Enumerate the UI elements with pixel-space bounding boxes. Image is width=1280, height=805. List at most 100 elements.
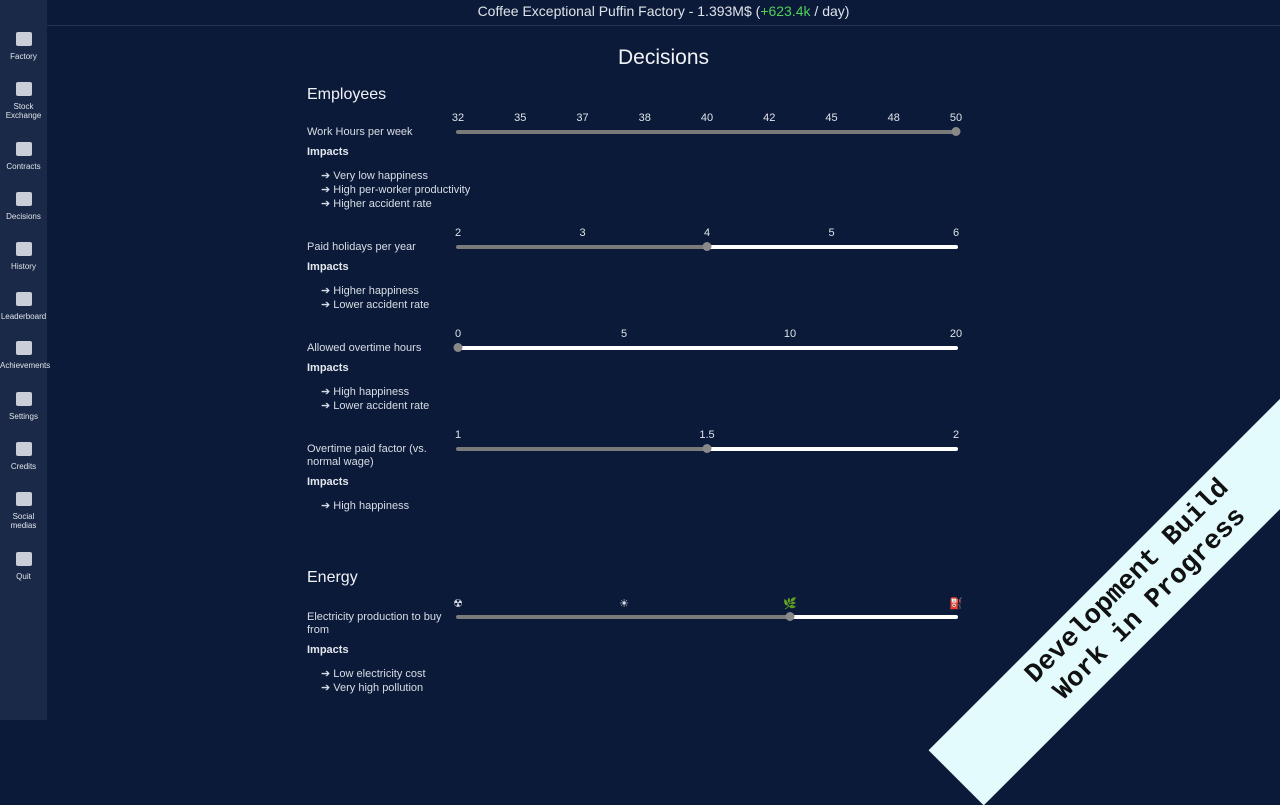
nav-icon	[15, 292, 32, 306]
sidebar: Factory Stock Exchange Contracts Decisions H…	[0, 0, 50, 720]
income: +623.4k	[760, 3, 811, 19]
slider-tick: 2	[952, 429, 960, 441]
slider-thumb[interactable]	[785, 612, 795, 621]
slider-tick: 32	[451, 112, 465, 124]
impact: ➔ Higher accident rate	[321, 198, 432, 210]
icon-shape	[15, 392, 32, 406]
nav-icon	[15, 552, 32, 566]
slider-thumb[interactable]	[702, 444, 712, 453]
impact: ➔ High happiness	[321, 386, 410, 398]
impacts-list: ➔ High happiness ➔ Lower accident rate	[307, 385, 967, 413]
icon-shape	[15, 492, 32, 506]
decision: Overtime paid factor (vs. normal wage) Im…	[307, 429, 967, 513]
nav-label: Quit	[16, 572, 31, 581]
slider-tick: 48	[887, 112, 900, 124]
nav-item[interactable]: Quit	[0, 546, 47, 581]
slider-thumb[interactable]	[702, 242, 712, 251]
slider-tick: 42	[763, 112, 776, 124]
nav-label: Stock Exchange	[5, 102, 42, 120]
slider-tick: 37	[576, 112, 589, 124]
icon-shape	[15, 552, 32, 566]
slider-tick: 4	[703, 227, 711, 239]
nav-icon	[15, 242, 32, 256]
nav-item[interactable]: Achievements	[0, 335, 50, 370]
nav-item[interactable]: Stock Exchange	[0, 76, 47, 120]
decision: Electricity production to buy from Impact…	[307, 598, 967, 695]
company-status: Coffee Exceptional Puffin Factory - 1.39…	[477, 3, 761, 19]
track-rest	[707, 245, 958, 249]
track-filled	[456, 447, 707, 451]
page-title: Decisions	[617, 46, 710, 69]
slider-tick: 50	[949, 112, 963, 124]
nav-label: Credits	[10, 462, 37, 471]
nav-item[interactable]: Settings	[0, 386, 47, 421]
track-filled	[456, 245, 707, 249]
nav-label: Social medias	[10, 512, 37, 530]
icon-shape	[15, 192, 32, 206]
slider-tick: 5	[620, 328, 628, 340]
decision: Paid holidays per year Impacts ➔ Higher ha…	[307, 227, 967, 312]
impact: ➔ Lower accident rate	[321, 400, 430, 412]
nav-icon	[15, 392, 32, 406]
nav-item[interactable]: Factory	[0, 26, 47, 61]
slider-tick: 38	[638, 112, 651, 124]
slider[interactable]: 32 35 37 38 40 42 45 48 50	[452, 112, 962, 142]
icon-shape	[15, 32, 32, 46]
nav-item[interactable]: Contracts	[0, 136, 47, 171]
impacts-title: Impacts	[307, 362, 349, 374]
impacts-list: ➔ Low electricity cost ➔ Very high pollut…	[307, 667, 967, 695]
slider-thumb[interactable]	[453, 343, 463, 352]
icon-shape	[15, 242, 32, 256]
track-rest	[707, 447, 958, 451]
slider-tick: ☀	[619, 598, 629, 610]
nav-icon	[15, 82, 32, 96]
slider[interactable]: 1 1.5 2	[455, 429, 960, 459]
nav-label: Factory	[10, 52, 37, 61]
impacts-list: ➔ Higher happiness ➔ Lower accident rate	[307, 284, 967, 312]
nav-label: Contracts	[6, 162, 41, 171]
impact: ➔ High happiness	[321, 500, 410, 512]
decision: Allowed overtime hours Impacts ➔ High happ…	[307, 328, 967, 413]
decision-label: Paid holidays per year	[307, 241, 416, 253]
impact: ➔ Very high pollution	[321, 682, 424, 694]
icon-shape	[15, 142, 32, 156]
nav-item[interactable]: History	[0, 236, 47, 271]
nav-item[interactable]: Social medias	[0, 486, 47, 530]
slider-tick: 5	[828, 227, 835, 239]
nav-item[interactable]: Decisions	[0, 186, 47, 221]
track-rest	[458, 346, 958, 350]
track-filled	[456, 615, 790, 619]
nav-icon	[15, 492, 32, 506]
track-filled	[456, 130, 956, 134]
section-heading: Employees	[307, 86, 387, 103]
nav-icon	[15, 341, 32, 355]
decision: Work Hours per week Impacts ➔ Very low hap…	[307, 112, 967, 211]
decision-label: Work Hours per week	[307, 126, 413, 138]
impact: ➔ Very low happiness	[321, 170, 429, 182]
icon-shape	[15, 292, 32, 306]
content: Employees Work Hours per week Impacts ➔ Ver…	[307, 86, 967, 715]
slider-tick: 10	[783, 328, 797, 340]
slider[interactable]: ☢ ☀ 🌿 ⛽	[453, 597, 963, 627]
impact: ➔ Lower accident rate	[321, 299, 430, 311]
icon-shape	[15, 82, 32, 96]
slider-tick: 0	[454, 328, 462, 340]
decision-label: Electricity production to buy from	[307, 611, 442, 636]
slider-tick: 40	[700, 112, 714, 124]
impacts-title: Impacts	[307, 146, 349, 158]
slider-tick: 2	[454, 227, 462, 239]
slider-tick: 3	[579, 227, 586, 239]
slider-thumb[interactable]	[951, 127, 961, 136]
nav-icon	[15, 192, 32, 206]
nav-label: Decisions	[6, 212, 41, 221]
impacts-title: Impacts	[307, 476, 349, 488]
track-rest	[790, 615, 958, 619]
slider[interactable]: 0 5 10 20	[453, 328, 962, 358]
slider[interactable]: 2 3 4 5 6	[454, 227, 959, 257]
slider-tick: 🌿	[783, 598, 797, 610]
nav-item[interactable]: Leaderboard	[0, 286, 47, 321]
nav-item[interactable]: Credits	[0, 436, 47, 471]
impacts-title: Impacts	[307, 261, 349, 273]
impact: ➔ Low electricity cost	[321, 668, 426, 680]
icon-shape	[15, 442, 32, 456]
